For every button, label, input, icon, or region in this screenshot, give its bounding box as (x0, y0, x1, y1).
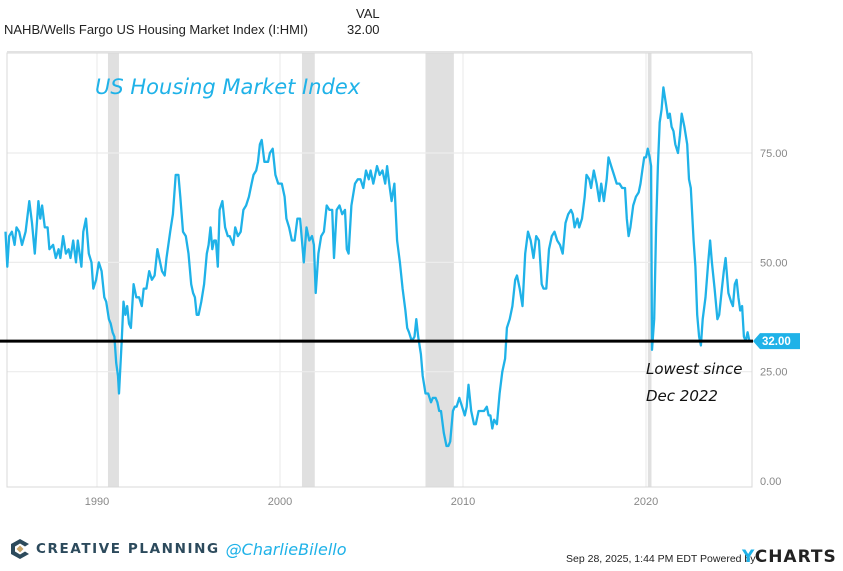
twitter-handle[interactable]: @CharlieBilello (225, 539, 347, 559)
ycharts-logo-y: Y (742, 547, 755, 567)
ycharts-logo[interactable]: YCHARTS (742, 547, 837, 567)
x-tick-label: 2000 (268, 496, 292, 508)
y-tick-label: 25.00 (760, 367, 788, 379)
column-header-val: VAL (356, 6, 380, 21)
recession-band (107, 53, 119, 487)
recession-band (647, 53, 652, 487)
last-value-text: 32.00 (762, 336, 791, 348)
annotation-line: Dec 2022 (646, 387, 718, 405)
recession-band (301, 53, 315, 487)
creative-planning-logo: CREATIVE PLANNING @CharlieBilello (10, 538, 347, 560)
series-name[interactable]: NAHB/Wells Fargo US Housing Market Index… (4, 22, 308, 37)
last-value-label: 32.00 (753, 333, 800, 350)
y-tick-label: 50.00 (760, 257, 788, 269)
creative-planning-icon (11, 539, 29, 559)
x-tick-label: 1990 (85, 496, 109, 508)
recession-bands (107, 53, 652, 487)
last-value-flag (753, 333, 800, 350)
x-tick-label: 2010 (451, 496, 475, 508)
x-tick-label: 2020 (634, 496, 658, 508)
timestamp: Sep 28, 2025, 1:44 PM EDT Powered by (566, 553, 756, 565)
y-axis: 0.00 25.00 50.00 75.00 (760, 148, 788, 488)
series-line-hmi (4, 86, 751, 448)
y-tick-label: 75.00 (760, 148, 788, 160)
ycharts-logo-text: CHARTS (754, 547, 837, 567)
annotation-line: Lowest since (646, 360, 742, 378)
annotation-lowest-since: Lowest since Dec 2022 (646, 360, 742, 405)
recession-band (425, 53, 454, 487)
chart-title: US Housing Market Index (95, 75, 361, 99)
x-axis: 1990 2000 2010 2020 (85, 496, 658, 508)
y-tick-label: 0.00 (760, 476, 781, 488)
series-value: 32.00 (347, 22, 380, 37)
brand-name: CREATIVE PLANNING (36, 541, 220, 557)
